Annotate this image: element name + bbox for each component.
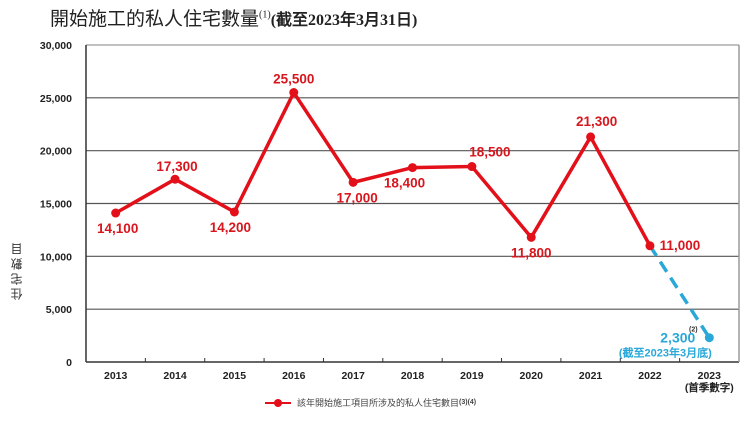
data-label: 18,500 [469, 145, 510, 160]
title-footnote: (1) [259, 9, 271, 21]
x-tick-label: 2015 [223, 370, 247, 382]
data-point [467, 162, 477, 172]
legend-label: 該年開始施工項目所涉及的私人住宅數目 [297, 398, 460, 408]
y-tick-label: 10,000 [40, 251, 72, 263]
x-tick-label: 2020 [520, 370, 544, 382]
x-tick-note: (首季數字) [685, 381, 734, 394]
y-tick-label: 0 [66, 357, 72, 369]
data-label-2023: 2,300 [660, 330, 695, 346]
x-tick-label: 2019 [460, 370, 484, 382]
data-point [586, 132, 596, 142]
data-label: 21,300 [576, 114, 617, 129]
chart-subtitle: (截至2023年3月31日) [270, 12, 418, 29]
data-point [229, 207, 239, 217]
x-tick-label: 2013 [104, 370, 128, 382]
y-tick-label: 30,000 [40, 40, 72, 52]
chart-title: 開始施工的私人住宅數量(1)(截至2023年3月31日) [50, 4, 417, 31]
data-point [348, 177, 358, 187]
x-tick-label: 2021 [579, 370, 603, 382]
data-label: 14,200 [210, 220, 251, 235]
data-label: 17,000 [336, 190, 377, 205]
y-tick-label: 5,000 [46, 304, 72, 316]
data-label: 25,500 [273, 72, 314, 87]
data-point [408, 163, 417, 173]
data-label: 11,800 [511, 245, 552, 260]
data-point [289, 88, 299, 98]
x-tick-label: 2023 [698, 370, 722, 382]
data-label: 17,300 [156, 159, 197, 174]
data-label-footnote: (2) [689, 327, 698, 334]
y-tick-label: 15,000 [40, 199, 72, 211]
data-label: 11,000 [660, 238, 701, 253]
chart-title-text: 開始施工的私人住宅數量 [50, 9, 260, 30]
data-point [170, 174, 180, 184]
data-label: 18,400 [384, 176, 425, 191]
data-annotation-2023: (截至2023年3月底) [619, 346, 712, 360]
projection-dashed-line [648, 244, 711, 339]
data-point [526, 232, 536, 242]
data-point [111, 208, 121, 218]
x-tick-label: 2022 [638, 370, 662, 382]
x-tick-label: 2016 [282, 370, 306, 382]
y-tick-label: 25,000 [40, 93, 72, 105]
x-tick-label: 2014 [163, 370, 187, 382]
data-point-2023 [704, 333, 714, 343]
x-tick-label: 2017 [341, 370, 365, 382]
legend-footnote: (3)(4) [459, 399, 477, 406]
series-line [114, 90, 652, 247]
data-point [645, 241, 655, 251]
data-label: 14,100 [97, 221, 138, 236]
x-tick-label: 2018 [401, 370, 425, 382]
legend: 該年開始施工項目所涉及的私人住宅數目 (3)(4) [265, 396, 476, 409]
legend-line-marker-icon [265, 398, 291, 408]
y-tick-label: 20,000 [40, 146, 72, 158]
